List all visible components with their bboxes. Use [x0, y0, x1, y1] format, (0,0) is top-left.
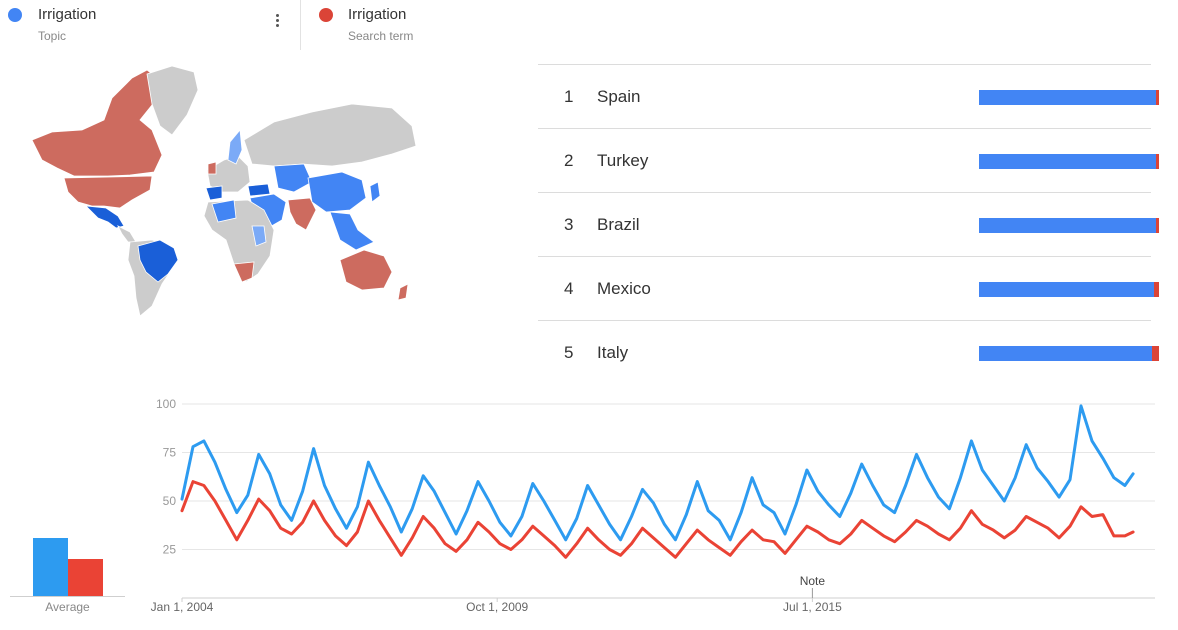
legend-item-search-term[interactable]: Irrigation Search term — [300, 0, 601, 50]
region-rank: 1 — [564, 87, 574, 106]
average-bar-topic[interactable] — [33, 537, 68, 596]
average-label: Average — [45, 600, 90, 614]
average-chart: Average — [10, 462, 125, 622]
region-share-bar — [979, 154, 1159, 169]
series-line-search-term[interactable] — [180, 480, 1135, 559]
map-region-japan[interactable] — [369, 181, 381, 203]
map-region-brazil[interactable] — [137, 239, 179, 283]
map-region-india[interactable] — [287, 197, 317, 231]
x-tick-label: Jul 1, 2015 — [783, 600, 842, 614]
y-tick-label: 50 — [163, 494, 177, 508]
x-tick-label: Jan 1, 2004 — [151, 600, 214, 614]
region-rank: 5 — [564, 343, 574, 362]
series-line-topic[interactable] — [180, 404, 1135, 542]
region-rank: 2 — [564, 151, 574, 170]
region-share-topic — [979, 90, 1157, 105]
map-region-spain[interactable] — [205, 185, 223, 201]
map-region-southeast-asia[interactable] — [329, 211, 375, 251]
y-tick-label: 75 — [163, 446, 177, 460]
region-name: Mexico — [597, 279, 651, 298]
map-region-canada[interactable] — [31, 69, 163, 177]
region-name: Italy — [597, 343, 629, 362]
x-tick-label: Oct 1, 2009 — [466, 600, 528, 614]
region-share-bar — [979, 282, 1159, 297]
region-share-bar — [979, 346, 1159, 361]
legend-item-topic[interactable]: Irrigation Topic — [0, 0, 300, 50]
map-region-mexico[interactable] — [84, 205, 125, 229]
map-region-east-africa[interactable] — [251, 225, 267, 247]
region-share-topic — [979, 282, 1154, 297]
region-share-topic — [979, 346, 1152, 361]
legend-name-search-term: Irrigation — [348, 6, 407, 23]
legend-sub-search-term: Search term — [348, 29, 414, 43]
region-share-search-term — [1156, 218, 1159, 233]
y-tick-label: 100 — [156, 397, 176, 411]
map-region-central-america[interactable] — [117, 225, 137, 243]
map-region-south-africa[interactable] — [233, 261, 255, 283]
region-share-topic — [979, 218, 1157, 233]
average-baseline — [10, 596, 125, 597]
world-map[interactable] — [12, 60, 422, 320]
region-share-search-term — [1153, 282, 1159, 297]
region-row[interactable]: 5 Italy — [538, 320, 1159, 384]
map-region-australia[interactable] — [339, 249, 393, 291]
region-share-topic — [979, 154, 1157, 169]
region-name: Brazil — [597, 215, 640, 234]
top-regions-list: 1 Spain 2 Turkey 3 Brazil 4 Mexico 5 Italy — [538, 64, 1159, 384]
legend-sub-topic: Topic — [38, 29, 67, 43]
map-region-greenland[interactable] — [146, 65, 199, 136]
region-rank: 4 — [564, 279, 574, 298]
region-name: Spain — [597, 87, 641, 106]
y-tick-label: 25 — [163, 543, 177, 557]
map-region-uk[interactable] — [207, 161, 217, 175]
map-region-china[interactable] — [307, 171, 367, 213]
more-options-icon[interactable] — [266, 12, 288, 38]
legend-dot-topic — [8, 8, 22, 22]
region-share-bar — [979, 218, 1159, 233]
map-region-russia[interactable] — [243, 103, 417, 167]
region-row[interactable]: 3 Brazil — [538, 192, 1159, 256]
region-row[interactable]: 2 Turkey — [538, 128, 1159, 192]
region-row[interactable]: 4 Mexico — [538, 256, 1159, 320]
region-name: Turkey — [597, 151, 649, 170]
map-region-central-asia[interactable] — [273, 163, 313, 193]
legend-dot-search-term — [319, 8, 333, 22]
map-region-new-zealand[interactable] — [397, 283, 409, 301]
map-region-north-africa[interactable] — [211, 199, 237, 223]
map-region-usa[interactable] — [63, 175, 153, 209]
region-rank: 3 — [564, 215, 574, 234]
map-region-turkey[interactable] — [247, 183, 271, 197]
map-region-scandinavia[interactable] — [227, 129, 243, 165]
average-bar-search-term[interactable] — [68, 559, 103, 596]
note-label[interactable]: Note — [800, 574, 826, 588]
interest-over-time-chart[interactable]: 100 75 50 25 Jan 1, 2004 Oct 1, 2009 Jul 1, 20… — [140, 390, 1170, 625]
region-share-search-term — [1156, 154, 1159, 169]
region-share-search-term — [1156, 90, 1159, 105]
legend-name-topic: Irrigation — [38, 6, 97, 23]
region-share-search-term — [1151, 346, 1159, 361]
region-share-bar — [979, 90, 1159, 105]
region-row[interactable]: 1 Spain — [538, 64, 1159, 128]
